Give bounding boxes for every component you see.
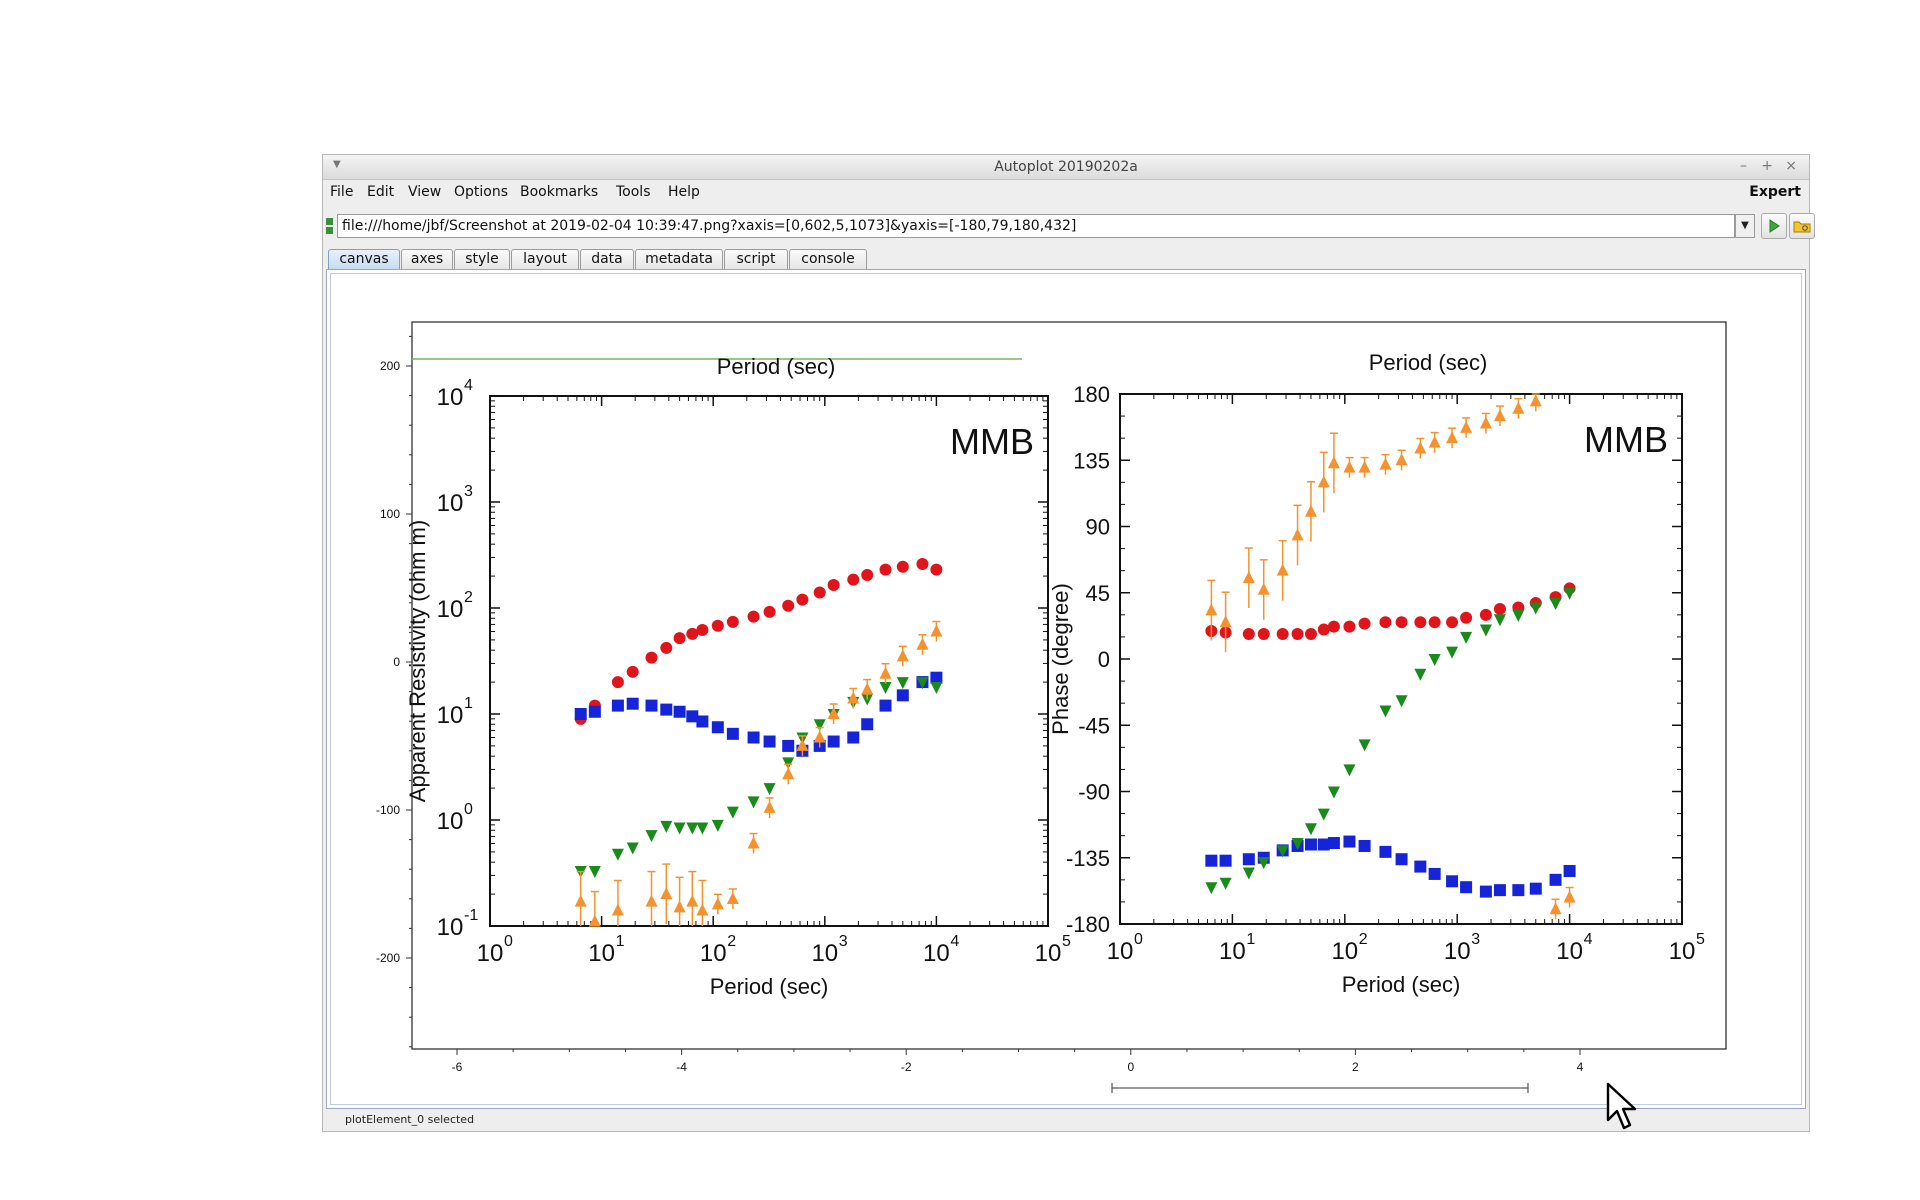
title-bar[interactable]: ▼ Autoplot 20190202a – + × [323,155,1809,180]
minimize-icon[interactable]: – [1740,158,1747,174]
data-source-input[interactable] [337,214,1735,238]
menu-help[interactable]: Help [668,184,700,200]
tab-style[interactable]: style [454,249,510,269]
drag-handle-icon[interactable] [326,218,333,234]
expert-mode-label[interactable]: Expert [1749,184,1801,200]
canvas-panel [326,269,1806,1109]
tab-canvas[interactable]: canvas [328,249,400,269]
folder-icon [1793,221,1811,233]
data-source-bar: ▼ [323,213,1815,239]
autoplot-window: ▼ Autoplot 20190202a – + × File Edit Vie… [322,154,1815,1132]
browse-files-button[interactable] [1789,213,1815,239]
tab-script[interactable]: script [724,249,788,269]
window-menu-icon[interactable]: ▼ [333,159,341,170]
maximize-icon[interactable]: + [1761,158,1773,174]
menu-tools[interactable]: Tools [616,184,651,200]
mouse-cursor-icon [1605,1082,1641,1138]
menu-bar: File Edit View Options Bookmarks Tools H… [323,180,1809,202]
menu-view[interactable]: View [408,184,442,200]
close-icon[interactable]: × [1785,158,1797,174]
tab-data[interactable]: data [580,249,634,269]
menu-options[interactable]: Options [454,184,509,200]
menu-edit[interactable]: Edit [367,184,395,200]
plot-go-button[interactable] [1761,213,1787,239]
canvas-frame [330,273,1802,1105]
play-icon [1769,219,1780,233]
tab-metadata[interactable]: metadata [635,249,723,269]
tab-layout[interactable]: layout [511,249,579,269]
menu-file[interactable]: File [330,184,354,200]
tab-axes[interactable]: axes [401,249,453,269]
status-text: plotElement_0 selected [345,1113,475,1126]
menu-bookmarks[interactable]: Bookmarks [520,184,599,200]
tab-console[interactable]: console [789,249,867,269]
history-dropdown-button[interactable]: ▼ [1735,214,1755,238]
window-title: Autoplot 20190202a [994,159,1138,175]
chevron-down-icon: ▼ [1741,220,1749,231]
